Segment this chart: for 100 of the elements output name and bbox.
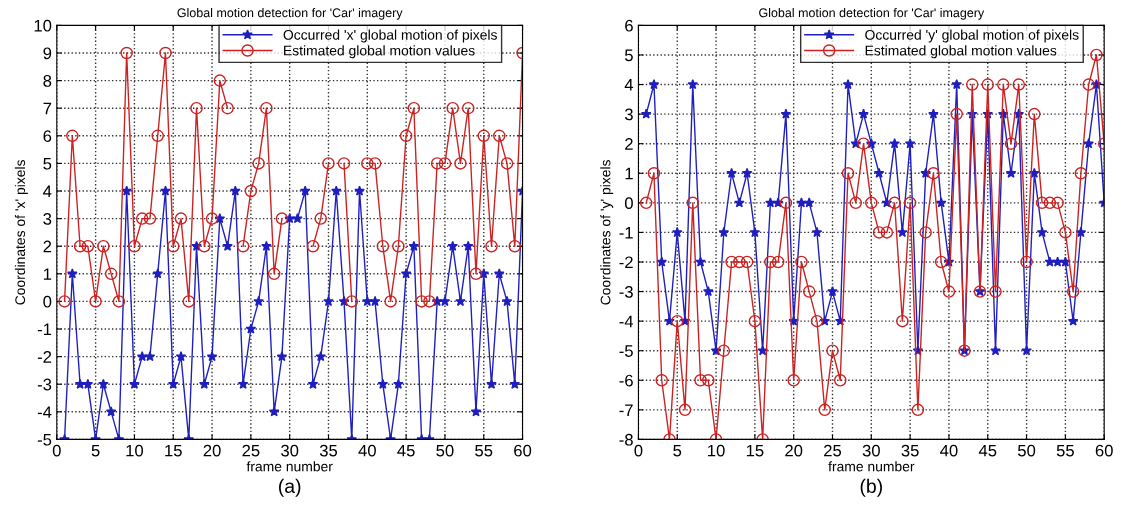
point [307,378,319,389]
point [764,255,777,269]
point [904,138,916,149]
point [865,196,878,210]
point [897,226,908,238]
point [733,255,746,269]
point [470,406,482,417]
point [275,212,289,225]
x-tick-label: 20 [203,444,221,457]
point [345,295,359,308]
x-tick-label: 25 [824,444,842,457]
point [112,295,126,308]
x-tick-label: 50 [1017,444,1036,457]
point [67,268,78,279]
x-tick-label: 30 [281,444,299,457]
point [656,256,668,267]
point [671,226,683,238]
x-axis-title: frame number [246,461,333,472]
point [858,108,869,119]
point [935,197,947,208]
point [1083,138,1094,149]
point [198,378,210,389]
point [430,157,444,170]
x-tick-label: 0 [634,444,643,457]
point [889,138,900,149]
point [58,295,71,308]
point [678,403,692,417]
point [508,239,522,253]
y-tick-label: 5 [43,157,52,170]
point [740,255,754,269]
point [880,226,894,239]
x-axis-title: frame number [828,461,915,472]
point [827,285,838,297]
point [174,212,188,225]
point [640,108,652,119]
point [779,196,793,210]
x-tick-label: 45 [397,444,415,457]
x-tick-label: 10 [126,444,144,457]
legend-label: Estimated global motion values [284,45,475,59]
point [1021,345,1032,356]
point [151,129,164,143]
point [803,197,815,208]
point [896,314,909,328]
point [376,239,390,253]
x-tick-label: 60 [514,444,532,457]
y-tick-label: -3 [37,378,52,391]
point [872,226,886,239]
point [826,344,839,357]
point [206,351,218,362]
y-tick-label: -5 [37,433,52,446]
point [66,129,79,143]
point [245,323,257,334]
y-tick-label: -7 [619,404,633,416]
point [1004,137,1018,150]
point [315,351,327,362]
point [337,157,351,170]
x-tick-label: 40 [358,444,376,457]
x-tick-label: 0 [52,444,61,457]
x-tick-label: 25 [242,444,260,457]
point [639,196,653,210]
point [509,378,521,389]
point [500,157,514,170]
y-tick-label: 10 [34,19,52,32]
point [462,240,474,251]
point [1075,226,1087,238]
x-tick-label: 55 [1056,444,1074,457]
point [267,267,281,281]
point [911,403,925,417]
point [244,184,258,198]
x-tick-label: 45 [978,444,997,457]
point [749,226,761,238]
point [717,344,731,357]
x-tick-label: 40 [940,444,958,457]
text: (b) [860,478,882,497]
point [787,374,800,387]
point [687,78,699,90]
legend-label: Occurred 'y' global motion of pixels [865,29,1079,43]
point [927,167,940,180]
point [121,185,132,196]
y-tick-label: 9 [43,47,52,60]
point [166,239,180,253]
point [1012,78,1026,91]
point [159,46,172,60]
point [686,196,700,210]
y-tick-label: -4 [619,315,634,328]
point [486,378,497,389]
point [655,374,668,387]
point [253,295,264,307]
x-tick-label: 5 [91,444,100,457]
point [1059,226,1072,239]
point [213,74,227,87]
y-tick-label: -4 [37,406,52,418]
point [236,239,250,253]
point [105,406,117,417]
y-tick-label: 2 [43,240,52,253]
point [493,268,505,279]
point [439,295,451,307]
point [447,240,459,251]
y-tick-label: 1 [625,167,633,180]
point [368,157,382,170]
